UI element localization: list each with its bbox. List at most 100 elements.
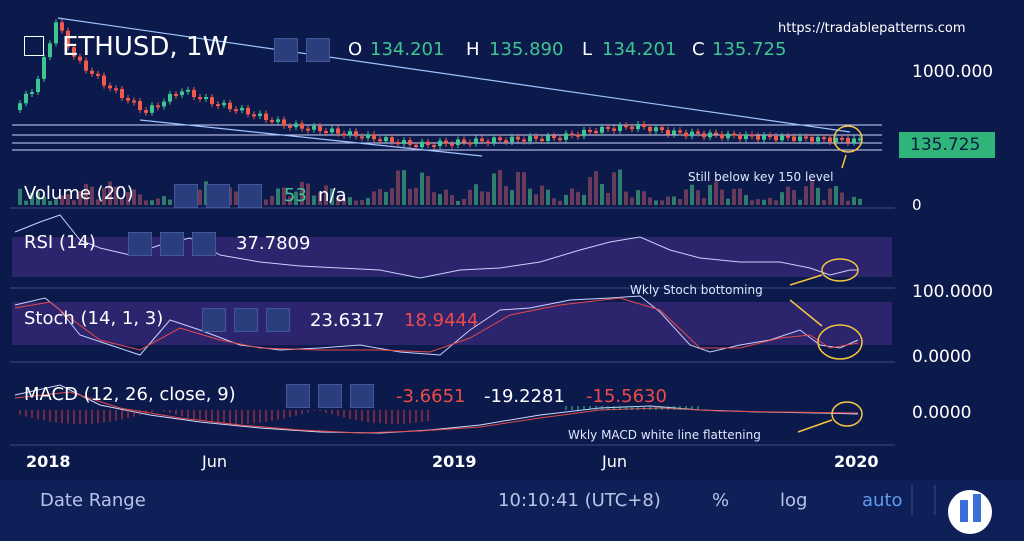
settings-button[interactable] <box>318 384 342 408</box>
last-price-tag <box>899 132 995 158</box>
candle <box>324 131 328 134</box>
candle <box>216 104 220 107</box>
volume-bar <box>798 199 802 205</box>
volume-bar <box>528 188 532 205</box>
settings-button[interactable] <box>160 232 184 256</box>
clock: 10:10:41 (UTC+8) <box>498 490 661 511</box>
candle <box>774 135 778 141</box>
annotation: Wkly MACD white line flattening <box>568 428 761 442</box>
volume-bar <box>420 172 424 205</box>
eye-button[interactable] <box>274 38 298 62</box>
macd-value: -3.6651 <box>396 386 466 407</box>
time-label: 2019 <box>432 452 477 471</box>
volume-axis-label: 0 <box>912 196 922 214</box>
volume-bar <box>432 192 436 205</box>
volume-bar <box>318 192 322 205</box>
candle <box>426 141 430 145</box>
candle <box>744 134 748 140</box>
candle <box>144 110 148 113</box>
last-price: 135.725 <box>910 135 981 155</box>
candle <box>552 135 556 139</box>
volume-bar <box>828 188 832 205</box>
volume-bar <box>840 192 844 205</box>
volume-bar <box>708 184 712 205</box>
settings-button[interactable] <box>234 308 258 332</box>
volume-bar <box>102 188 106 205</box>
candle <box>402 140 406 145</box>
candle <box>696 131 700 134</box>
ohlc-label: O <box>348 39 363 60</box>
volume-bar <box>30 192 34 205</box>
candle <box>468 142 472 145</box>
volume-bar <box>690 184 694 205</box>
candle <box>840 137 844 140</box>
candle <box>336 128 340 134</box>
candle <box>726 133 730 139</box>
candle <box>390 137 394 143</box>
volume-bar <box>732 188 736 205</box>
candle <box>120 88 124 98</box>
eye-button[interactable] <box>128 232 152 256</box>
volume-bar <box>612 172 616 205</box>
trend-lines <box>57 17 851 157</box>
candle <box>264 113 268 121</box>
log-button[interactable]: log <box>780 490 808 511</box>
volume-bar <box>546 189 550 205</box>
eye-button[interactable] <box>174 184 198 208</box>
eye-button[interactable] <box>286 384 310 408</box>
candles <box>18 19 862 151</box>
volume-bar <box>762 199 766 205</box>
candle <box>750 134 754 137</box>
volume-bar <box>426 175 430 205</box>
close-button[interactable] <box>350 384 374 408</box>
volume-bar <box>24 200 28 205</box>
volume-bar <box>138 194 142 205</box>
close-button[interactable] <box>266 308 290 332</box>
candle <box>192 89 196 98</box>
date-range-button[interactable]: Date Range <box>40 490 146 511</box>
candle <box>126 97 130 101</box>
volume-bar <box>678 199 682 205</box>
stoch-d <box>14 297 859 353</box>
volume-bar <box>858 198 862 205</box>
eye-button[interactable] <box>202 308 226 332</box>
volume-bar <box>354 200 358 205</box>
candle <box>648 126 652 132</box>
candle <box>816 137 820 142</box>
time-label: 2020 <box>834 452 879 471</box>
candle <box>48 43 52 58</box>
volume-bar <box>234 191 238 205</box>
volume-bar <box>408 188 412 205</box>
candle <box>138 101 142 111</box>
candle <box>372 134 376 140</box>
logo <box>948 490 992 534</box>
settings-button[interactable] <box>306 38 330 62</box>
auto-button[interactable]: auto <box>862 490 903 511</box>
candle <box>714 132 718 135</box>
candle <box>222 102 226 106</box>
volume-bar <box>168 199 172 205</box>
volume-bar <box>504 186 508 205</box>
volume-bar <box>114 186 118 205</box>
candle <box>444 140 448 144</box>
candle <box>228 102 232 110</box>
candle <box>66 30 70 48</box>
percent-button[interactable]: % <box>712 490 730 511</box>
candle <box>702 133 706 138</box>
close-button[interactable] <box>192 232 216 256</box>
close-button[interactable] <box>238 184 262 208</box>
pane-name: RSI (14) <box>24 232 96 253</box>
collapse-button[interactable] <box>24 36 44 56</box>
settings-button[interactable] <box>206 184 230 208</box>
candle <box>768 135 772 138</box>
volume-bar <box>468 189 472 205</box>
candle <box>90 70 94 74</box>
pane-name: Volume (20) <box>24 183 134 204</box>
logo-mark <box>960 500 968 522</box>
candle <box>450 143 454 146</box>
volume-bar <box>576 191 580 205</box>
volume-bar <box>846 200 850 205</box>
volume-bar <box>324 185 328 205</box>
candle <box>384 137 388 142</box>
candle <box>798 136 802 141</box>
